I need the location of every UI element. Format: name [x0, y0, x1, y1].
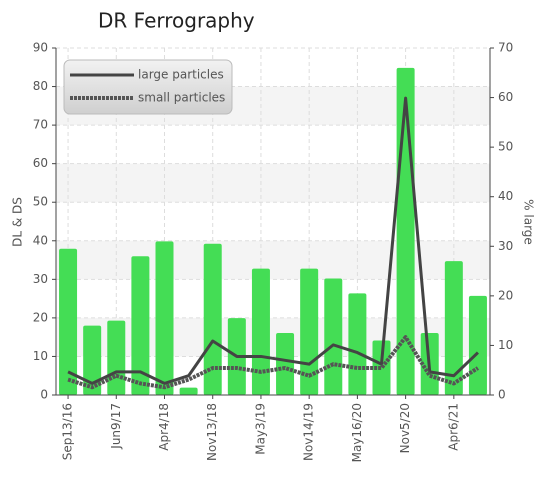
y-tick-label: 80 — [33, 79, 48, 93]
bar — [468, 295, 487, 395]
x-tick-label: Nov5/20 — [398, 403, 412, 453]
y-tick-label: 10 — [33, 349, 48, 363]
legend-label: small particles — [138, 91, 225, 105]
bar — [131, 256, 150, 395]
bar — [59, 248, 78, 395]
grid-band — [56, 163, 490, 203]
legend-label: large particles — [138, 68, 224, 82]
x-tick-label: Jun9/17 — [109, 403, 123, 450]
y2-tick-label: 70 — [498, 41, 513, 55]
x-tick-label: May3/19 — [253, 403, 267, 455]
bar — [203, 243, 222, 395]
y2-tick-label: 60 — [498, 90, 513, 104]
x-tick-label: Nov14/19 — [302, 403, 316, 461]
bar — [372, 340, 391, 395]
bar — [444, 261, 463, 395]
x-tick-label: May16/20 — [350, 403, 364, 462]
x-tick-label: Apr4/18 — [157, 403, 171, 451]
y2-tick-label: 10 — [498, 338, 513, 352]
bar — [276, 333, 295, 395]
line-series — [67, 96, 479, 385]
bar — [107, 320, 126, 395]
legend: large particles small particles — [63, 59, 233, 115]
y-tick-label: 30 — [33, 272, 48, 286]
y2-tick-label: 50 — [498, 140, 513, 154]
y-tick-label: 0 — [40, 388, 48, 402]
chart-title: DR Ferrography — [98, 9, 255, 33]
grid-band — [56, 240, 490, 280]
y-axis-label: DL & DS — [11, 197, 25, 247]
x-tick-label: Sep13/16 — [61, 403, 75, 460]
y2-tick-label: 0 — [498, 388, 506, 402]
grid-band — [56, 317, 490, 357]
bar — [83, 325, 102, 395]
bar — [348, 293, 367, 395]
y-tick-label: 40 — [33, 233, 48, 247]
y-tick-label: 60 — [33, 156, 48, 170]
y2-tick-label: 40 — [498, 189, 513, 203]
line-series — [67, 335, 480, 390]
y2-tick-label: 20 — [498, 288, 513, 302]
y-tick-label: 90 — [33, 41, 48, 55]
y-tick-label: 20 — [33, 310, 48, 324]
y-tick-label: 70 — [33, 118, 48, 132]
bar — [179, 387, 198, 395]
y-tick-label: 50 — [33, 195, 48, 209]
bar — [251, 268, 270, 395]
bar — [155, 241, 174, 395]
y2-tick-label: 30 — [498, 239, 513, 253]
bar — [324, 278, 343, 395]
x-tick-label: Apr6/21 — [446, 403, 460, 451]
y2-axis-label: % large — [522, 199, 536, 245]
x-tick-label: Nov13/18 — [205, 403, 219, 461]
